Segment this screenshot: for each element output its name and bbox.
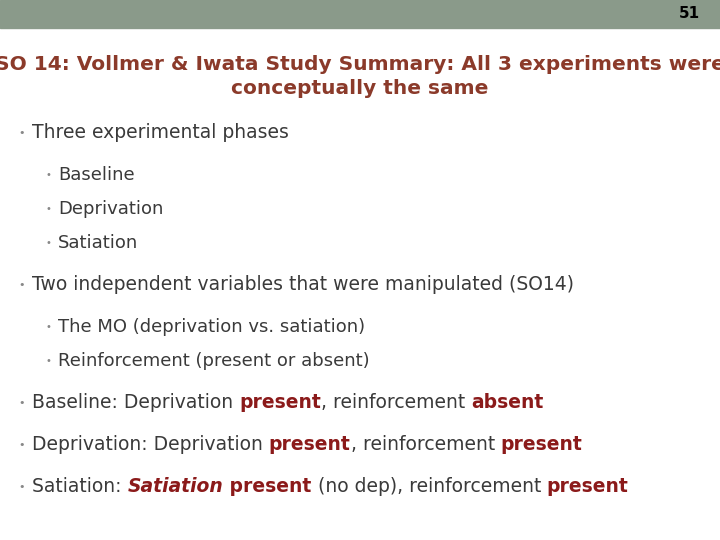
Text: •: • (19, 280, 25, 290)
Bar (0, 0, 720, 28)
Text: Deprivation: Deprivation (58, 200, 163, 218)
Text: 51: 51 (679, 6, 700, 22)
Text: Baseline: Baseline (58, 166, 135, 184)
Text: (no dep), reinforcement: (no dep), reinforcement (312, 477, 547, 496)
Text: conceptually the same: conceptually the same (231, 79, 489, 98)
Text: Two independent variables that were manipulated (SO14): Two independent variables that were mani… (32, 275, 574, 294)
Text: •: • (45, 322, 51, 332)
Text: present: present (547, 477, 629, 496)
Text: •: • (19, 398, 25, 408)
Text: •: • (19, 440, 25, 450)
Text: present: present (239, 394, 321, 413)
Text: absent: absent (471, 394, 544, 413)
Text: , reinforcement: , reinforcement (321, 394, 471, 413)
Text: The MO (deprivation vs. satiation): The MO (deprivation vs. satiation) (58, 318, 365, 336)
Text: Satiation:: Satiation: (32, 477, 127, 496)
Text: present: present (501, 435, 582, 455)
Text: , reinforcement: , reinforcement (351, 435, 501, 455)
Text: Baseline: Deprivation: Baseline: Deprivation (32, 394, 239, 413)
Text: •: • (19, 128, 25, 138)
Text: •: • (45, 170, 51, 180)
Text: present: present (223, 477, 312, 496)
Text: •: • (45, 204, 51, 214)
Text: SO 14: Vollmer & Iwata Study Summary: All 3 experiments were: SO 14: Vollmer & Iwata Study Summary: Al… (0, 55, 720, 74)
Text: Satiation: Satiation (58, 234, 138, 252)
Text: Three experimental phases: Three experimental phases (32, 124, 289, 143)
Text: Reinforcement (present or absent): Reinforcement (present or absent) (58, 352, 369, 370)
Text: Satiation: Satiation (127, 477, 223, 496)
Text: •: • (45, 238, 51, 248)
Text: •: • (19, 482, 25, 492)
Text: •: • (45, 356, 51, 366)
Text: present: present (269, 435, 351, 455)
Text: Deprivation: Deprivation: Deprivation: Deprivation (32, 435, 269, 455)
